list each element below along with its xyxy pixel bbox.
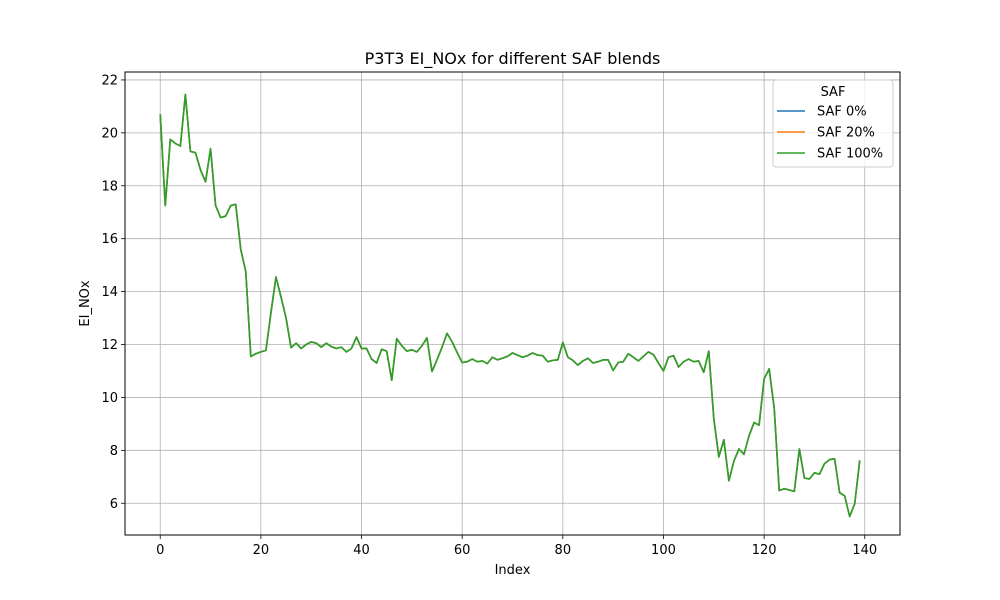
series-lines [159, 93, 861, 518]
y-tick-label: 18 [101, 179, 118, 194]
x-tick-label: 80 [555, 543, 572, 558]
y-axis: 6 8 10 12 14 16 18 20 22 [101, 73, 125, 512]
y-tick-label: 12 [101, 338, 118, 353]
x-tick-label: 60 [454, 543, 471, 558]
y-tick-label: 8 [110, 444, 118, 459]
y-tick-label: 14 [101, 285, 118, 300]
y-tick-label: 20 [101, 126, 118, 141]
x-tick-label: 0 [156, 543, 164, 558]
x-tick-label: 20 [253, 543, 270, 558]
legend-title: SAF [821, 85, 846, 100]
y-axis-label: EI_NOx [78, 280, 93, 327]
chart-title: P3T3 EI_NOx for different SAF blends [365, 49, 661, 69]
grid [125, 72, 900, 535]
plot-frame [124, 71, 901, 536]
legend-label-2: SAF 20% [817, 126, 875, 141]
x-tick-label: 40 [353, 543, 370, 558]
series-line-3 [159, 93, 861, 518]
y-tick-label: 22 [101, 73, 118, 88]
legend-box [772, 79, 894, 168]
x-tick-label: 120 [752, 543, 777, 558]
legend: SAF SAF 0% SAF 20% SAF 100% [772, 79, 894, 168]
legend-label-3: SAF 100% [817, 147, 883, 162]
x-axis-label: Index [495, 563, 531, 578]
y-tick-label: 10 [101, 391, 118, 406]
x-tick-label: 140 [852, 543, 877, 558]
y-tick-label: 6 [110, 497, 118, 512]
x-axis: 0 20 40 60 80 100 120 140 [156, 535, 877, 558]
y-tick-label: 16 [101, 232, 118, 247]
legend-label-1: SAF 0% [817, 105, 867, 120]
x-tick-label: 100 [651, 543, 676, 558]
plot-area [125, 72, 900, 535]
